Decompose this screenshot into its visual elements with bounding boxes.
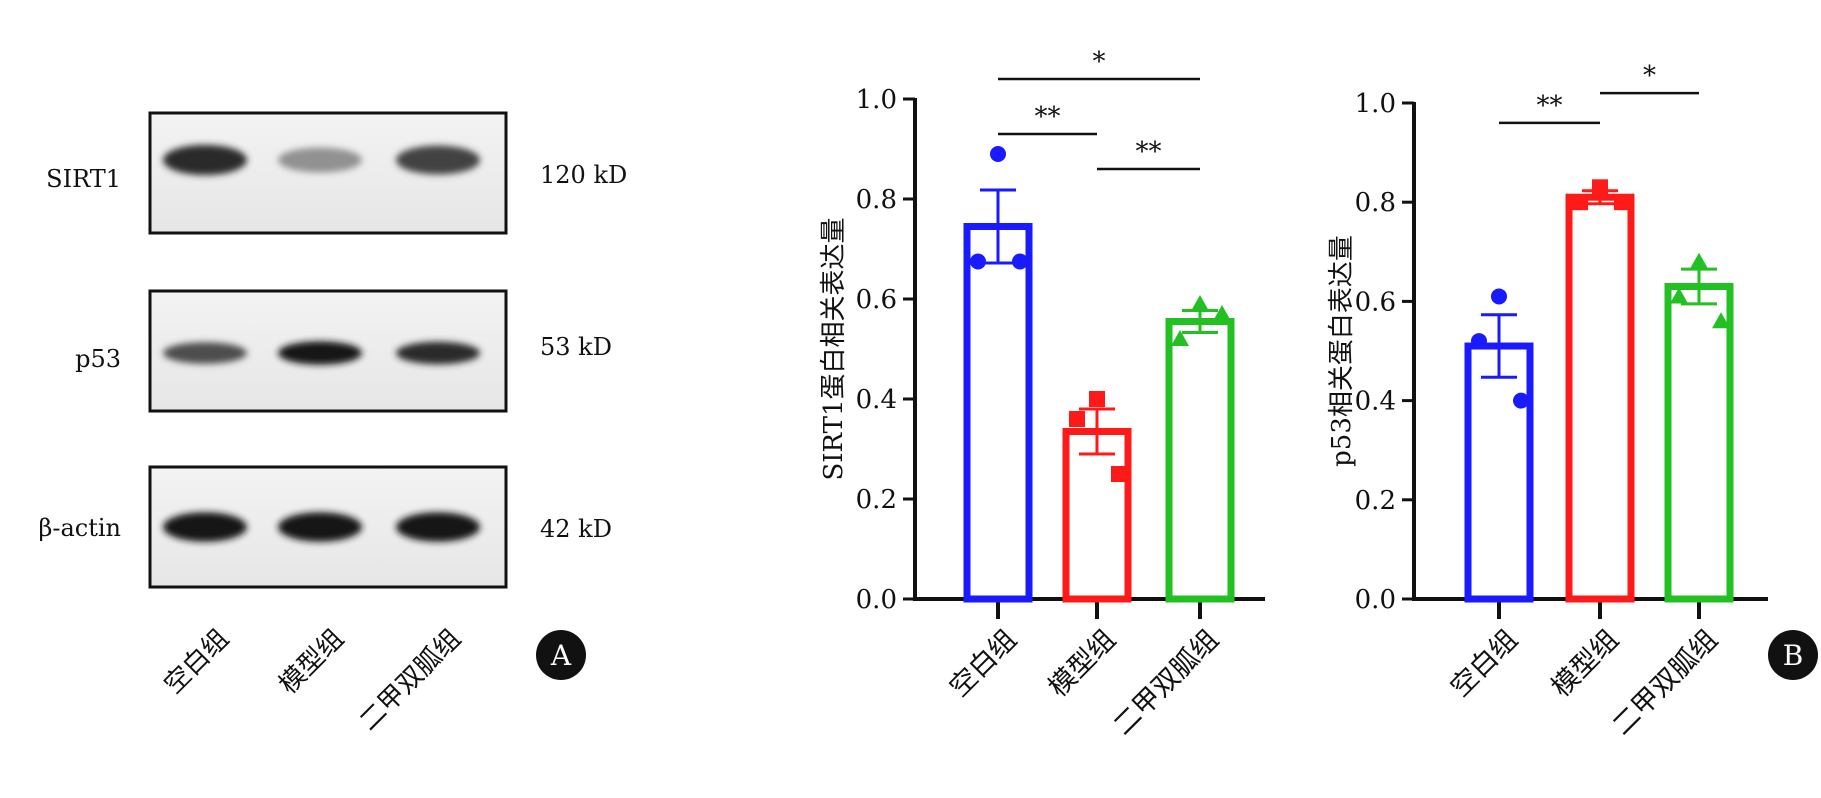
protein-label: β-actin — [38, 514, 121, 542]
bar — [1664, 283, 1734, 603]
y-tick-label: 0.4 — [856, 385, 897, 415]
panel-badge-label: B — [1783, 639, 1804, 672]
blot-bands — [163, 144, 480, 542]
lane-label: 模型组 — [274, 624, 350, 700]
svg-text:二甲双胍组: 二甲双胍组 — [354, 624, 467, 737]
y-tick-label: 0.2 — [1355, 486, 1396, 516]
panel-badge: A — [536, 630, 586, 680]
y-tick-label: 0.0 — [1355, 585, 1396, 615]
molecular-weight-label: 53 kD — [540, 333, 612, 361]
y-axis-label: p53相关蛋白表达量 — [1327, 235, 1357, 467]
blot-band — [396, 341, 480, 365]
svg-text:空白组: 空白组 — [159, 624, 235, 700]
data-point — [1191, 295, 1209, 311]
bar — [963, 223, 1033, 603]
y-tick-label: 0.6 — [1355, 287, 1396, 317]
data-point — [1111, 466, 1127, 482]
data-point — [1712, 312, 1730, 329]
significance-label: ** — [1136, 137, 1162, 167]
svg-text:二甲双胍组: 二甲双胍组 — [1607, 624, 1724, 741]
molecular-weight-label: 42 kD — [540, 515, 612, 543]
blot-row-p53: p53 53 kD — [75, 289, 612, 413]
svg-text:A: A — [550, 639, 572, 672]
svg-text:空白组: 空白组 — [944, 624, 1023, 703]
y-tick-label: 1.0 — [856, 85, 897, 115]
lane-label: 空白组 — [159, 624, 235, 700]
blot-row-sirt1: SIRT1 120 kD — [46, 111, 627, 235]
data-point — [1513, 392, 1529, 409]
bar — [1165, 318, 1235, 603]
data-point — [970, 253, 986, 270]
svg-text:模型组: 模型组 — [274, 624, 350, 700]
y-tick-label: 0.8 — [1355, 188, 1396, 218]
data-point — [1572, 194, 1588, 211]
svg-text:模型组: 模型组 — [1546, 624, 1625, 703]
y-tick-label: 0.6 — [856, 285, 897, 315]
y-tick-label: 0.0 — [856, 585, 897, 615]
blot-band — [163, 144, 247, 176]
data-point — [1491, 288, 1507, 305]
svg-text:二甲双胍组: 二甲双胍组 — [1108, 624, 1225, 741]
significance-label: ** — [1035, 102, 1061, 132]
blot-band — [396, 145, 480, 175]
lane-label: 二甲双胍组 — [354, 624, 467, 737]
western-blot-panel: SIRT1 120 kD p53 53 kD β-actin 42 kD 空白组… — [38, 111, 627, 737]
data-point — [1069, 411, 1085, 427]
data-point — [1614, 194, 1630, 211]
data-point — [1089, 391, 1105, 407]
blot-band — [163, 512, 247, 542]
bar — [1565, 193, 1635, 603]
bar — [1062, 428, 1132, 603]
svg-text:空白组: 空白组 — [1445, 624, 1524, 703]
data-point — [1012, 253, 1028, 270]
data-point — [1670, 287, 1688, 304]
x-tick-label: 模型组 — [1043, 624, 1122, 703]
panel-badge — [1768, 630, 1818, 680]
x-tick-label: 空白组 — [1445, 624, 1524, 703]
x-tick-label: 二甲双胍组 — [1607, 624, 1724, 741]
data-point — [990, 146, 1006, 162]
y-tick-label: 0.2 — [856, 485, 897, 515]
data-point — [1592, 179, 1608, 196]
significance-label: ** — [1537, 91, 1563, 121]
x-tick-label: 空白组 — [944, 624, 1023, 703]
protein-label: SIRT1 — [46, 165, 121, 193]
protein-label: p53 — [75, 345, 121, 373]
blot-band — [163, 342, 247, 364]
significance-label: * — [1643, 61, 1656, 91]
y-axis-label: SIRT1蛋白相关表达量 — [819, 217, 849, 480]
y-tick-label: 0.4 — [1355, 387, 1396, 417]
svg-text:模型组: 模型组 — [1043, 624, 1122, 703]
x-tick-label: 模型组 — [1546, 624, 1625, 703]
data-point — [1471, 333, 1487, 350]
y-tick-label: 1.0 — [1355, 89, 1396, 119]
molecular-weight-label: 120 kD — [540, 161, 627, 189]
bar — [1464, 342, 1534, 603]
significance-label: * — [1093, 47, 1106, 77]
blot-band — [278, 147, 362, 173]
y-tick-label: 0.8 — [856, 185, 897, 215]
data-point — [1171, 330, 1189, 346]
x-tick-label: 二甲双胍组 — [1108, 624, 1225, 741]
blot-band — [278, 341, 362, 365]
blot-band — [396, 512, 480, 542]
p53-bar-chart: 0.00.20.40.60.81.0p53相关蛋白表达量空白组模型组二甲双胍组n… — [1327, 61, 1818, 741]
data-point — [1690, 252, 1708, 269]
blot-band — [278, 512, 362, 542]
data-point — [1213, 305, 1231, 321]
